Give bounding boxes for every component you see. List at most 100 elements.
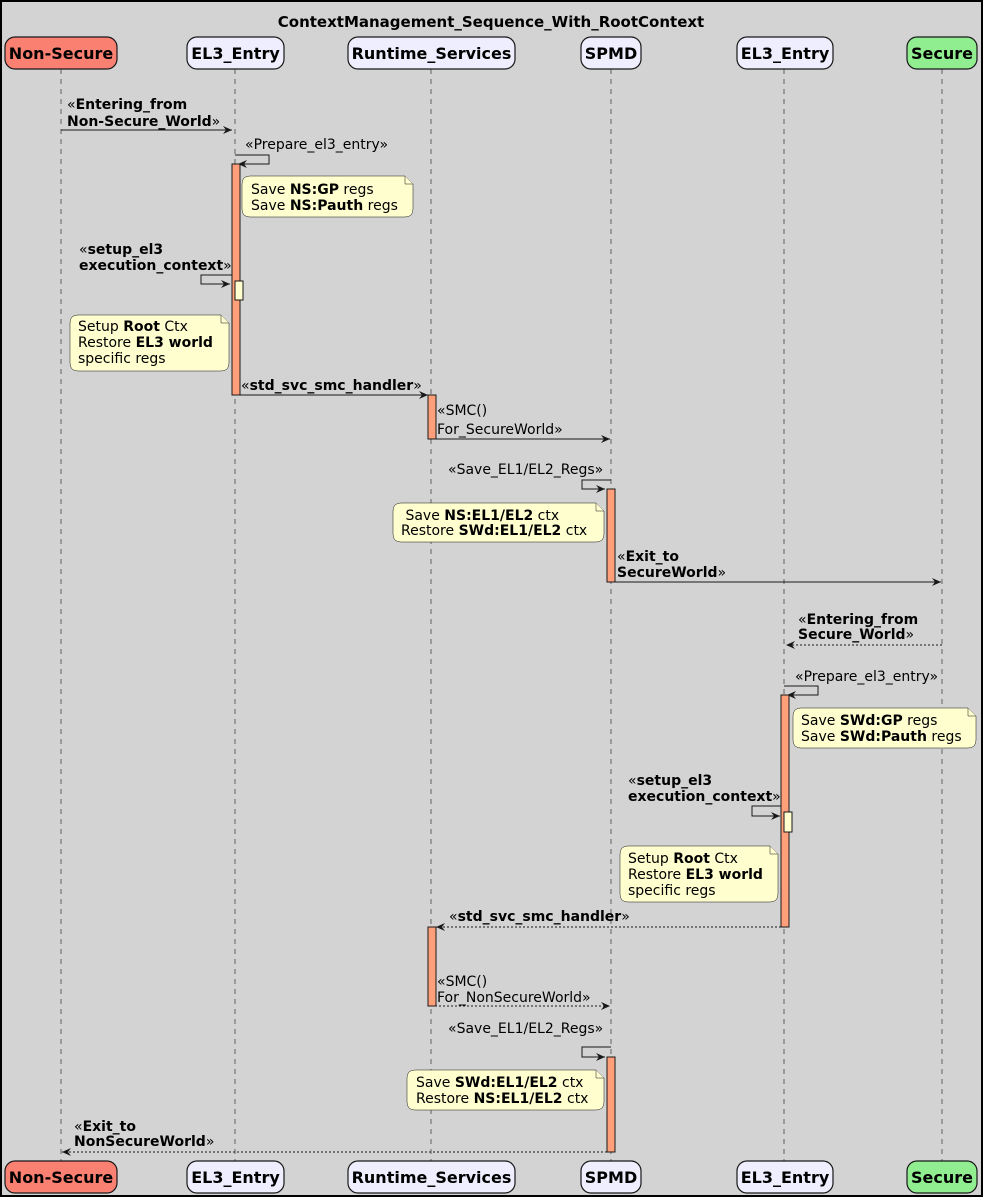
text: Save [801, 713, 840, 729]
message-arrow [581, 479, 611, 493]
label-line: Restore EL3 world [78, 335, 213, 351]
participant-spmd-top[interactable]: SPMD [580, 36, 642, 70]
message-6[interactable]: «Save_EL1/EL2_Regs» [448, 462, 611, 493]
label-line: Non-Secure_World» [67, 114, 220, 130]
message-4[interactable]: «std_svc_smc_handler» [239, 378, 428, 399]
text: Restore [628, 867, 686, 883]
text: « [241, 378, 250, 394]
message-arrow [200, 274, 232, 288]
label-line: execution_context» [628, 789, 781, 805]
message-12[interactable]: «SMC()For_NonSecureWorld» [435, 974, 610, 1010]
label-line: «Save_EL1/EL2_Regs» [448, 462, 603, 478]
participant-label: SPMD [585, 44, 637, 63]
activation-bar [780, 694, 790, 928]
text: » [212, 114, 221, 130]
text: « [79, 242, 88, 258]
participant-non-secure-bottom[interactable]: Non-Secure [4, 1160, 118, 1194]
text: « [67, 97, 76, 113]
message-5[interactable]: «SMC() For_SecureWorld» [435, 403, 610, 443]
activation-bar [606, 1056, 616, 1153]
text: « [74, 1119, 83, 1135]
text: » [906, 627, 915, 643]
text: «Prepare_el3_entry» [795, 669, 938, 685]
bold-text: SWd:Pauth [840, 729, 927, 745]
bold-text: EL3 world [686, 867, 763, 883]
bold-text: Non-Secure_World [67, 114, 212, 130]
label-line: Restore NS:EL1/EL2 ctx [416, 1091, 588, 1107]
bold-text: Entering_from [807, 612, 919, 628]
text: Restore [416, 1091, 474, 1107]
text: «Save_EL1/EL2_Regs» [448, 1021, 603, 1037]
participant-label: Non-Secure [9, 44, 114, 63]
participant-label: EL3_Entry [191, 1168, 280, 1187]
participant-secure-top[interactable]: Secure [906, 36, 978, 70]
label-line: «std_svc_smc_handler» [449, 909, 630, 925]
text: Restore [78, 335, 136, 351]
bold-text: setup_el3 [637, 773, 713, 789]
participant-el3-entry-bottom[interactable]: EL3_Entry [186, 1160, 285, 1194]
text: ctx [563, 1091, 589, 1107]
participant-label: Runtime_Services [352, 44, 512, 63]
bold-text: Exit_to [626, 549, 680, 565]
bold-text: std_svc_smc_handler [458, 909, 622, 925]
label-line: Save SWd:Pauth regs [801, 729, 962, 745]
label-line: Restore EL3 world [628, 867, 763, 883]
activation-bar [427, 394, 437, 440]
text: » [621, 909, 630, 925]
label-line: «setup_el3 [628, 773, 712, 789]
label-line: Setup Root Ctx [78, 319, 188, 335]
participant-secure-bottom[interactable]: Secure [906, 1160, 978, 1194]
text: « [617, 549, 626, 565]
text: ctx [558, 1075, 584, 1091]
participant-runtime-services-bottom[interactable]: Runtime_Services [347, 1160, 516, 1194]
message-arrow [784, 685, 819, 699]
text: « [449, 909, 458, 925]
text: » [772, 789, 781, 805]
label-line: NonSecureWorld» [74, 1134, 214, 1150]
bold-text: Exit_to [83, 1119, 137, 1135]
text: Save [416, 1075, 455, 1091]
label-line: «Exit_to [617, 549, 679, 565]
text: regs [339, 182, 374, 198]
message-13[interactable]: «Save_EL1/EL2_Regs» [448, 1021, 611, 1061]
label-line: «setup_el3 [79, 242, 163, 258]
text: Ctx [710, 851, 738, 867]
bold-text: SWd:EL1/EL2 [455, 1075, 558, 1091]
activation-bar [606, 488, 616, 583]
participant-el3-entry-top[interactable]: EL3_Entry [186, 36, 285, 70]
participant-label: EL3_Entry [191, 44, 280, 63]
bold-text: Entering_from [76, 97, 188, 113]
text: ctx [561, 523, 587, 539]
participant-non-secure-top[interactable]: Non-Secure [4, 36, 118, 70]
participant-el3-entry-2-bottom[interactable]: EL3_Entry [736, 1160, 834, 1194]
bold-text: NS:EL1/EL2 [474, 1091, 563, 1107]
text: « [628, 773, 637, 789]
label-line: «SMC() [437, 974, 487, 990]
message-11[interactable]: «std_svc_smc_handler» [436, 909, 781, 931]
participant-spmd-bottom[interactable]: SPMD [580, 1160, 642, 1194]
message-9[interactable]: «Prepare_el3_entry» [784, 669, 938, 699]
bold-text: NS:EL1/EL2 [444, 508, 533, 524]
text: « [798, 612, 807, 628]
message-2[interactable]: «Prepare_el3_entry» [235, 137, 388, 168]
bold-text: SWd:GP [840, 713, 903, 729]
bold-text: NS:GP [290, 182, 339, 198]
text: «Save_EL1/EL2_Regs» [448, 462, 603, 478]
participant-el3-entry-2-top[interactable]: EL3_Entry [736, 36, 834, 70]
text: Setup [78, 319, 123, 335]
text: » [206, 1134, 215, 1150]
diagram-title: ContextManagement_Sequence_With_RootCont… [278, 13, 704, 31]
participant-runtime-services-top[interactable]: Runtime_Services [347, 36, 516, 70]
activation-bar [231, 163, 241, 396]
bold-text: SecureWorld [617, 565, 718, 581]
